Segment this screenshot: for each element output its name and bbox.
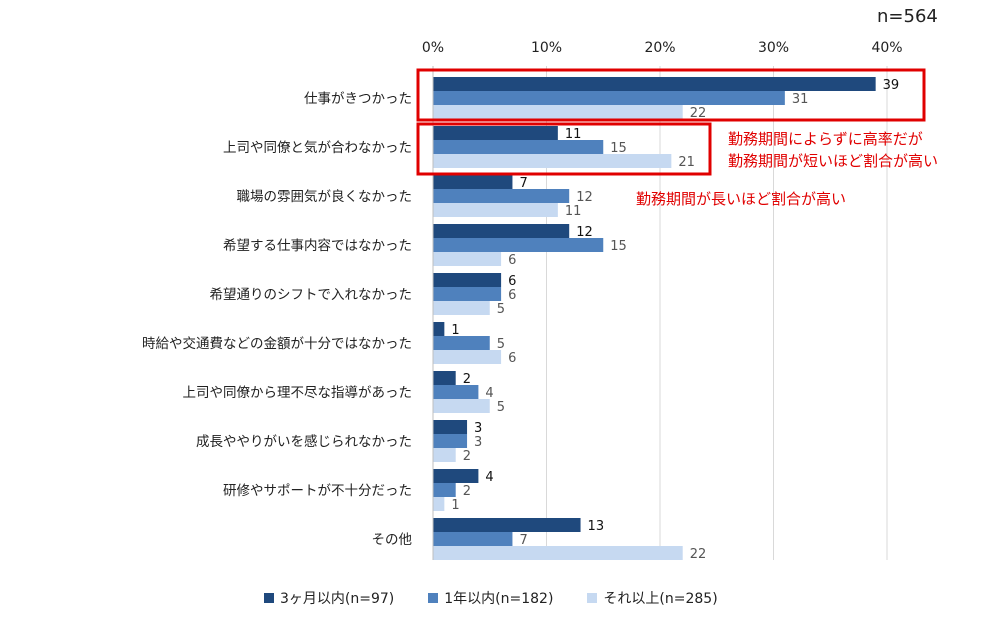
bar-s2-c3 [433,238,604,252]
data-label-s3-c7: 2 [463,449,471,464]
bar-s3-c7 [433,448,456,462]
bar-s1-c0 [433,77,876,91]
legend-swatch-series-3 [587,593,598,603]
bar-s1-c3 [433,224,570,238]
data-label-s1-c2: 7 [519,176,527,191]
category-label-4: 希望通りのシフトで入れなかった [210,287,413,303]
bar-s2-c6 [433,385,479,399]
annotation-note-2: 勤務期間が長いほど割合が高い [636,190,847,208]
data-label-s2-c8: 2 [463,484,471,499]
legend-label-series-3: それ以上(n=285) [603,591,718,607]
data-label-s3-c1: 21 [678,155,695,170]
bar-s3-c3 [433,252,502,266]
bar-s2-c4 [433,287,502,301]
data-label-s2-c1: 15 [610,141,627,156]
data-label-s1-c3: 12 [576,225,593,240]
bar-s1-c8 [433,469,479,483]
annotation-note-1-line1: 勤務期間によらずに高率だが [728,130,923,148]
category-label-2: 職場の雰囲気が良くなかった [237,189,413,205]
bar-s3-c6 [433,399,490,413]
category-label-7: 成長ややりがいを感じられなかった [196,433,412,450]
data-label-s3-c6: 5 [497,400,505,415]
category-label-9: その他 [372,532,413,548]
data-label-s1-c1: 11 [565,127,582,142]
data-label-s1-c0: 39 [883,78,900,93]
bar-s2-c0 [433,91,785,105]
bar-s3-c4 [433,301,490,315]
highlight-box-1 [416,68,926,122]
x-tick-label-1: 10% [531,40,562,56]
annotation-note-1-line2: 勤務期間が短いほど割合が高い [728,152,939,170]
bar-s1-c9 [433,518,581,532]
data-label-s3-c9: 22 [690,547,707,562]
x-tick-label-0: 0% [422,40,444,56]
legend-label-series-1: 3ヶ月以内(n=97) [280,591,395,607]
data-label-s2-c2: 12 [576,190,593,205]
data-label-s1-c8: 4 [485,470,493,485]
bar-s1-c6 [433,371,456,385]
legend-item-series-3: それ以上(n=285) [587,588,718,608]
bar-s2-c9 [433,532,513,546]
data-label-s3-c2: 11 [565,204,582,219]
data-label-s2-c7: 3 [474,435,482,450]
bar-s2-c7 [433,434,468,448]
data-label-s2-c4: 6 [508,288,516,303]
data-label-s3-c4: 5 [497,302,505,317]
x-tick-label-2: 20% [644,40,675,56]
data-label-s2-c3: 15 [610,239,627,254]
data-label-s1-c5: 1 [451,323,459,338]
legend-label-series-2: 1年以内(n=182) [444,591,554,607]
bar-s2-c5 [433,336,490,350]
bar-s1-c5 [433,322,445,336]
highlight-box-2 [416,122,712,176]
legend-swatch-series-1 [264,593,274,603]
legend: 3ヶ月以内(n=97) 1年以内(n=182) それ以上(n=285) [264,588,718,608]
bar-s1-c7 [433,420,468,434]
bar-s2-c8 [433,483,456,497]
data-label-s1-c7: 3 [474,421,482,436]
sample-size-label: n=564 [877,6,938,27]
data-label-s2-c5: 5 [497,337,505,352]
x-tick-label-3: 30% [758,40,789,56]
category-label-8: 研修やサポートが不十分だった [223,483,412,499]
bar-s2-c1 [433,140,604,154]
data-label-s3-c8: 1 [451,498,459,513]
bar-s2-c2 [433,189,570,203]
bar-s1-c1 [433,126,558,140]
bar-s3-c9 [433,546,683,560]
legend-item-series-2: 1年以内(n=182) [428,588,553,608]
data-label-s3-c5: 6 [508,351,516,366]
bar-s3-c2 [433,203,558,217]
data-label-s2-c6: 4 [485,386,493,401]
annotation-note-1: 勤務期間によらずに高率だが 勤務期間が短いほど割合が高い [728,128,938,172]
bar-s3-c8 [433,497,445,511]
bar-s1-c2 [433,175,513,189]
bar-s1-c4 [433,273,502,287]
bar-s3-c1 [433,154,672,168]
category-label-3: 希望する仕事内容ではなかった [223,237,412,254]
data-label-s3-c0: 22 [690,106,707,121]
data-label-s2-c9: 7 [519,533,527,548]
category-label-5: 時給や交通費などの金額が十分ではなかった [142,335,412,352]
data-label-s1-c4: 6 [508,274,516,289]
bar-s3-c0 [433,105,683,119]
category-label-6: 上司や同僚から理不尽な指導があった [183,385,413,401]
data-label-s1-c9: 13 [588,519,605,534]
bar-s3-c5 [433,350,502,364]
data-label-s3-c3: 6 [508,253,516,268]
x-tick-label-4: 40% [871,40,902,56]
category-label-0: 仕事がきつかった [304,91,412,107]
legend-swatch-series-2 [428,593,439,603]
category-label-1: 上司や同僚と気が合わなかった [223,140,412,156]
data-label-s1-c6: 2 [463,372,471,387]
data-label-s2-c0: 31 [792,92,809,107]
legend-item-series-1: 3ヶ月以内(n=97) [264,588,394,608]
